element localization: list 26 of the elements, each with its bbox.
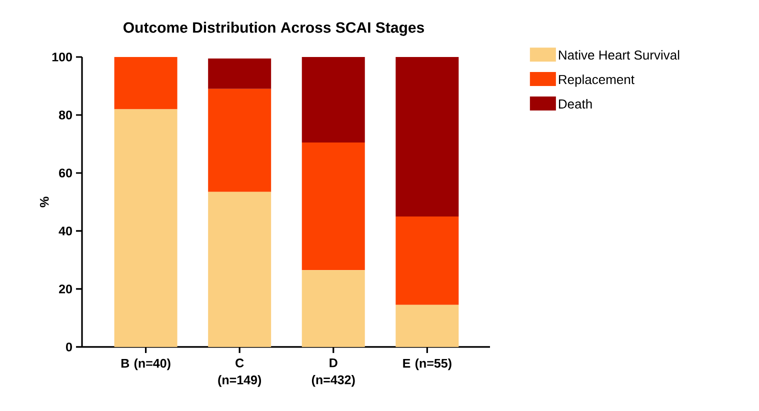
chart-title: Outcome Distribution Across SCAI Stages	[124, 22, 424, 36]
bar	[208, 192, 272, 347]
bar	[114, 109, 178, 347]
x-tick-label: B (n=40)	[121, 358, 170, 370]
y-tick-label: 100	[52, 52, 72, 62]
y-tick-label: 40	[58, 226, 72, 236]
y-tick-label: 0	[66, 342, 72, 352]
bar	[208, 58, 272, 89]
bar	[396, 304, 459, 347]
legend-label: Death	[558, 99, 592, 109]
bar	[396, 216, 459, 305]
legend-label: Native Heart Survival	[558, 50, 680, 60]
x-tick-label: E (n=55)	[403, 358, 452, 370]
bar	[302, 142, 365, 270]
bar	[302, 270, 365, 347]
bar	[114, 56, 178, 110]
y-tick-label: 60	[59, 168, 72, 178]
legend-label: Replacement	[558, 74, 634, 87]
bar	[396, 56, 459, 216]
bar	[302, 56, 365, 143]
y-tick-label: 20	[59, 284, 72, 294]
bar	[208, 88, 272, 192]
y-axis-title: %	[40, 196, 49, 208]
x-tick-label: D (n=432)	[312, 358, 355, 387]
y-tick-label: 80	[58, 110, 72, 120]
x-tick-label: C (n=149)	[218, 358, 262, 387]
